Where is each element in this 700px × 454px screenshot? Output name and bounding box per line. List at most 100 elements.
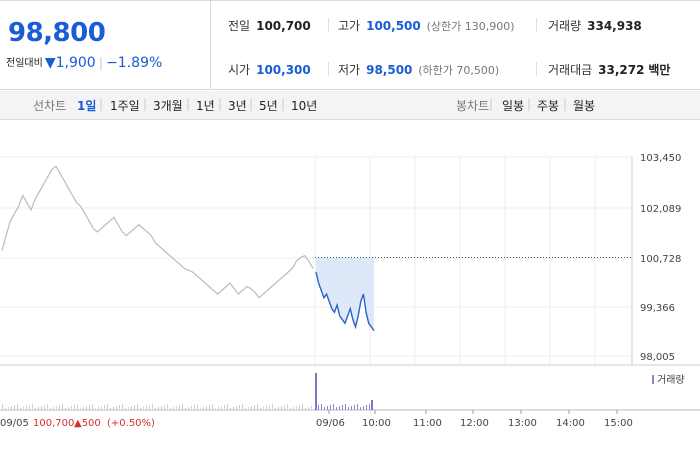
volume-bar bbox=[236, 406, 237, 410]
volume-bar bbox=[284, 405, 285, 410]
volume-bar bbox=[230, 408, 231, 410]
volume-bar bbox=[74, 405, 75, 410]
volume-bar bbox=[143, 407, 144, 410]
chart-period-tabs: 선차트 1일 | 1주일 | 3개월 | 1년 | 3년 | 5년 | 10년 … bbox=[0, 91, 700, 120]
divider bbox=[536, 18, 537, 32]
current-price: 98,800 bbox=[8, 18, 106, 48]
tab-3y[interactable]: 3년 bbox=[228, 99, 247, 113]
volume-bar bbox=[281, 406, 282, 410]
volume-bar bbox=[302, 404, 303, 410]
volume-bar bbox=[330, 405, 331, 410]
stat-amount: 거래대금 33,272 백만 bbox=[548, 61, 670, 78]
tab-weekly[interactable]: 주봉 bbox=[537, 99, 560, 113]
volume-bar bbox=[369, 404, 370, 410]
stat-value: 100,500 bbox=[366, 19, 421, 33]
tab-daily[interactable]: 일봉 bbox=[502, 99, 525, 113]
volume-bar bbox=[170, 408, 171, 410]
volume-bar bbox=[354, 405, 355, 410]
volume-legend-label: 거래량 bbox=[657, 374, 685, 386]
candle-chart-label: 봉차트 bbox=[456, 99, 490, 113]
stat-label: 시가 bbox=[228, 63, 251, 77]
volume-bar bbox=[287, 404, 288, 410]
volume-bar bbox=[155, 408, 156, 410]
tab-1d[interactable]: 1일 bbox=[77, 99, 97, 113]
stat-prev-close: 전일 100,700 bbox=[228, 17, 311, 34]
volume-bars bbox=[2, 373, 373, 410]
volume-bar bbox=[26, 406, 27, 410]
volume-bar bbox=[339, 406, 340, 410]
divider bbox=[536, 62, 537, 76]
volume-bar bbox=[227, 404, 228, 410]
volume-bar bbox=[342, 405, 343, 410]
volume-bar bbox=[23, 407, 24, 410]
volume-bar bbox=[299, 405, 300, 410]
volume-bar bbox=[278, 407, 279, 410]
volume-bar bbox=[269, 405, 270, 410]
volume-bar bbox=[308, 407, 309, 410]
volume-bar bbox=[122, 404, 123, 410]
volume-bar bbox=[345, 404, 346, 410]
volume-bar bbox=[116, 406, 117, 410]
y-axis-ticks: 103,450 102,089 100,728 99,366 98,005 bbox=[640, 153, 681, 363]
volume-bar bbox=[245, 408, 246, 410]
volume-bar bbox=[17, 404, 18, 410]
prev-day-close-label: 100,700 bbox=[33, 418, 74, 429]
stat-label: 거래량 bbox=[548, 19, 582, 33]
volume-bar bbox=[248, 407, 249, 410]
volume-bar bbox=[242, 404, 243, 410]
volume-bar bbox=[266, 406, 267, 410]
volume-bar bbox=[20, 408, 21, 410]
volume-bar bbox=[47, 404, 48, 410]
volume-bar bbox=[110, 408, 111, 410]
stat-value: 33,272 bbox=[598, 63, 645, 77]
tab-monthly[interactable]: 월봉 bbox=[573, 99, 596, 113]
volume-bar bbox=[293, 407, 294, 410]
tab-10y[interactable]: 10년 bbox=[291, 99, 318, 113]
volume-bar bbox=[311, 406, 312, 410]
volume-legend-swatch bbox=[652, 375, 654, 384]
quote-summary: 98,800 전일대비 ▼1,900 | −1.89% 전일 100,700 고가 100… bbox=[0, 0, 700, 90]
volume-bar bbox=[224, 405, 225, 410]
volume-bar bbox=[35, 408, 36, 410]
tab-5y[interactable]: 5년 bbox=[259, 99, 278, 113]
tab-1y[interactable]: 1년 bbox=[196, 99, 215, 113]
volume-bar bbox=[134, 405, 135, 410]
volume-bar bbox=[209, 405, 210, 410]
prev-day-date-label: 09/05 bbox=[0, 418, 29, 429]
volume-bar bbox=[363, 406, 364, 410]
line-chart-label: 선차트 bbox=[33, 99, 67, 113]
volume-bar bbox=[233, 407, 234, 410]
x-tick-label: 12:00 bbox=[460, 418, 489, 429]
volume-bar bbox=[296, 406, 297, 410]
change-amount: 1,900 bbox=[55, 55, 96, 71]
volume-bar bbox=[167, 404, 168, 410]
volume-bar bbox=[351, 406, 352, 410]
tab-3m[interactable]: 3개월 bbox=[153, 99, 183, 113]
volume-bar bbox=[203, 407, 204, 410]
volume-bar bbox=[348, 407, 349, 410]
divider: | bbox=[99, 97, 104, 111]
tab-1w[interactable]: 1주일 bbox=[110, 99, 140, 113]
volume-bar bbox=[239, 405, 240, 410]
volume-bar bbox=[149, 405, 150, 410]
divider: | bbox=[281, 97, 286, 111]
volume-bar bbox=[305, 408, 306, 410]
chart-marks bbox=[1, 165, 375, 332]
volume-bar bbox=[152, 404, 153, 410]
volume-bar bbox=[56, 406, 57, 410]
volume-bar bbox=[44, 405, 45, 410]
intraday-chart: 103,450 102,089 100,728 99,366 98,005 거래량 09… bbox=[0, 120, 700, 450]
volume-bar bbox=[77, 404, 78, 410]
volume-bar bbox=[53, 407, 54, 410]
volume-bar bbox=[98, 407, 99, 410]
volume-bar bbox=[257, 404, 258, 410]
y-tick-label: 103,450 bbox=[640, 153, 681, 164]
volume-bar bbox=[254, 405, 255, 410]
divider: | bbox=[527, 97, 532, 111]
volume-bar bbox=[218, 407, 219, 410]
volume-bar bbox=[179, 405, 180, 410]
volume-bar bbox=[104, 405, 105, 410]
volume-bar bbox=[221, 406, 222, 410]
volume-bar bbox=[272, 404, 273, 410]
stat-open: 시가 100,300 bbox=[228, 61, 311, 78]
